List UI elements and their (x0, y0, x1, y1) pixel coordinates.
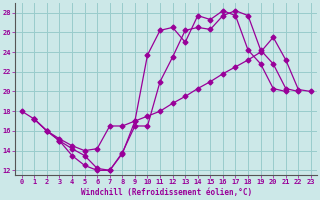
X-axis label: Windchill (Refroidissement éolien,°C): Windchill (Refroidissement éolien,°C) (81, 188, 252, 197)
